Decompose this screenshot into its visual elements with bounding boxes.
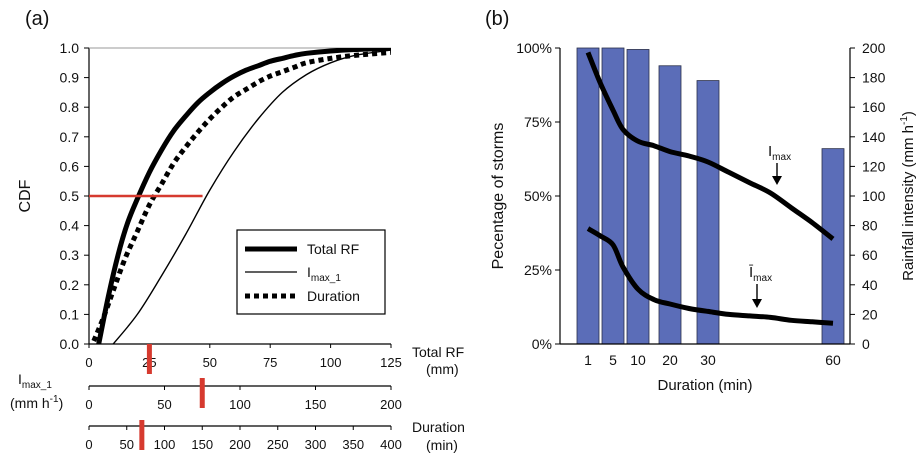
x-tick-label: 200 bbox=[229, 437, 251, 452]
intensity-line bbox=[586, 226, 834, 326]
x-tick-label: 50 bbox=[157, 397, 171, 412]
right-tick-label: 40 bbox=[862, 277, 878, 293]
total-rf-median-marker bbox=[146, 344, 152, 374]
panel-b-lines bbox=[585, 51, 835, 326]
panel-b-bars bbox=[576, 47, 845, 345]
x-tick-label: 350 bbox=[342, 437, 364, 452]
right-tick-label: 100 bbox=[862, 188, 886, 204]
imax1-axis-ticks: 0 50 100 150 200 bbox=[85, 386, 402, 412]
total-rf-axis-unit: (mm) bbox=[426, 361, 459, 377]
x-tick-label: 0 bbox=[85, 355, 92, 370]
left-tick-label: 0% bbox=[532, 336, 552, 352]
y-tick-label: 0.9 bbox=[60, 70, 80, 86]
panel-a-label: (a) bbox=[25, 8, 49, 30]
panel-a-y-ticks: 0.0 0.1 0.2 0.3 0.4 0.5 0.6 0.7 0.8 0.9 1.0 bbox=[60, 40, 89, 352]
x-tick-label: 400 bbox=[380, 437, 402, 452]
x-tick-label: 250 bbox=[267, 437, 289, 452]
right-tick-label: 80 bbox=[862, 218, 878, 234]
x-tick-label: 150 bbox=[305, 397, 327, 412]
y-tick-label: 0.1 bbox=[60, 306, 80, 322]
x-tick-label: 125 bbox=[380, 355, 402, 370]
y-tick-label: 0.2 bbox=[60, 277, 80, 293]
panel-b-ylabel-right: Rainfall intensity (mm h-1) bbox=[899, 111, 917, 281]
y-tick-label: 0.6 bbox=[60, 158, 80, 174]
imax1-median-marker bbox=[199, 378, 205, 408]
x-tick-label: 100 bbox=[229, 397, 251, 412]
legend-label-total-rf: Total RF bbox=[307, 241, 359, 257]
duration-axis-ticks: 0 50 100 150 200 250 300 350 400 bbox=[85, 426, 402, 452]
panel-b-ylabel-left: Pecentage of storms bbox=[490, 123, 507, 270]
right-tick-label: 180 bbox=[862, 70, 886, 86]
right-tick-label: 0 bbox=[862, 336, 870, 352]
x-tick-label: 60 bbox=[825, 352, 841, 368]
x-tick-label: 50 bbox=[203, 355, 217, 370]
right-tick-label: 120 bbox=[862, 158, 886, 174]
x-tick-label: 75 bbox=[263, 355, 277, 370]
left-tick-label: 50% bbox=[524, 188, 552, 204]
cdf-series-line bbox=[91, 49, 391, 342]
left-tick-label: 75% bbox=[524, 114, 552, 130]
duration-median-marker bbox=[139, 420, 145, 450]
x-tick-label: 150 bbox=[191, 437, 213, 452]
x-tick-label: 10 bbox=[630, 352, 646, 368]
x-tick-label: 0 bbox=[85, 397, 92, 412]
panel-b-label: (b) bbox=[485, 8, 509, 30]
x-tick-label: 5 bbox=[609, 352, 617, 368]
right-tick-label: 20 bbox=[862, 306, 878, 322]
right-tick-label: 160 bbox=[862, 99, 886, 115]
x-tick-label: 100 bbox=[154, 437, 176, 452]
left-tick-label: 100% bbox=[516, 40, 552, 56]
right-tick-label: 140 bbox=[862, 129, 886, 145]
panel-a: (a) CDF 0.0 0.1 0.2 0.3 0.4 0.5 0.6 0.7 0.8 0.9 1.… bbox=[10, 8, 465, 453]
y-tick-label: 0.0 bbox=[60, 336, 80, 352]
legend-label-imax1: Imax_1 bbox=[307, 264, 341, 284]
y-tick-label: 1.0 bbox=[60, 40, 80, 56]
x-tick-label: 100 bbox=[320, 355, 342, 370]
x-tick-label: 0 bbox=[85, 437, 92, 452]
x-tick-label: 200 bbox=[380, 397, 402, 412]
right-tick-label: 60 bbox=[862, 247, 878, 263]
imax-arrow-head bbox=[772, 176, 782, 185]
imax-annotation: Imax bbox=[768, 143, 791, 163]
panel-b: (b) Pecentage of storms Rainfall intensi… bbox=[485, 8, 917, 394]
panel-b-xlabel: Duration (min) bbox=[657, 377, 752, 394]
right-tick-label: 200 bbox=[862, 40, 886, 56]
bar bbox=[626, 49, 650, 345]
intensity-line bbox=[585, 51, 835, 241]
cdf-series-line bbox=[96, 48, 391, 344]
imax-mean-annotation: Īmax bbox=[749, 264, 772, 284]
panel-b-left-ticks: 0% 25% 50% 75% 100% bbox=[516, 40, 560, 352]
duration-axis-label: Duration bbox=[412, 419, 465, 435]
y-tick-label: 0.3 bbox=[60, 247, 80, 263]
panel-a-curves bbox=[91, 48, 391, 344]
x-tick-label: 50 bbox=[120, 437, 134, 452]
legend-label-duration: Duration bbox=[307, 288, 360, 304]
bar bbox=[821, 148, 845, 345]
x-tick-label: 1 bbox=[584, 352, 592, 368]
cdf-series-line bbox=[112, 49, 391, 344]
bar bbox=[696, 80, 720, 345]
y-tick-label: 0.4 bbox=[60, 218, 80, 234]
panel-a-legend: Total RF Imax_1 Duration bbox=[236, 229, 386, 315]
x-tick-label: 20 bbox=[662, 352, 678, 368]
total-rf-axis-ticks: 0255075100125 bbox=[85, 344, 402, 370]
x-tick-label: 30 bbox=[700, 352, 716, 368]
y-tick-label: 0.5 bbox=[60, 188, 80, 204]
left-tick-label: 25% bbox=[524, 262, 552, 278]
duration-axis-unit: (min) bbox=[426, 437, 458, 453]
imax1-axis-label: Imax_1 bbox=[18, 371, 52, 391]
x-tick-label: 300 bbox=[305, 437, 327, 452]
bar bbox=[576, 47, 600, 345]
total-rf-axis-label: Total RF bbox=[412, 344, 464, 360]
y-tick-label: 0.8 bbox=[60, 99, 80, 115]
imax-mean-arrow-head bbox=[752, 299, 762, 308]
panel-b-x-ticks: 1 5 10 20 30 60 bbox=[584, 352, 841, 368]
imax1-axis-unit: (mm h-1) bbox=[10, 394, 63, 411]
y-tick-label: 0.7 bbox=[60, 129, 80, 145]
panel-a-ylabel: CDF bbox=[17, 179, 34, 212]
panel-b-right-ticks: 0 20 40 60 80 100 120 140 160 180 200 bbox=[850, 40, 886, 352]
